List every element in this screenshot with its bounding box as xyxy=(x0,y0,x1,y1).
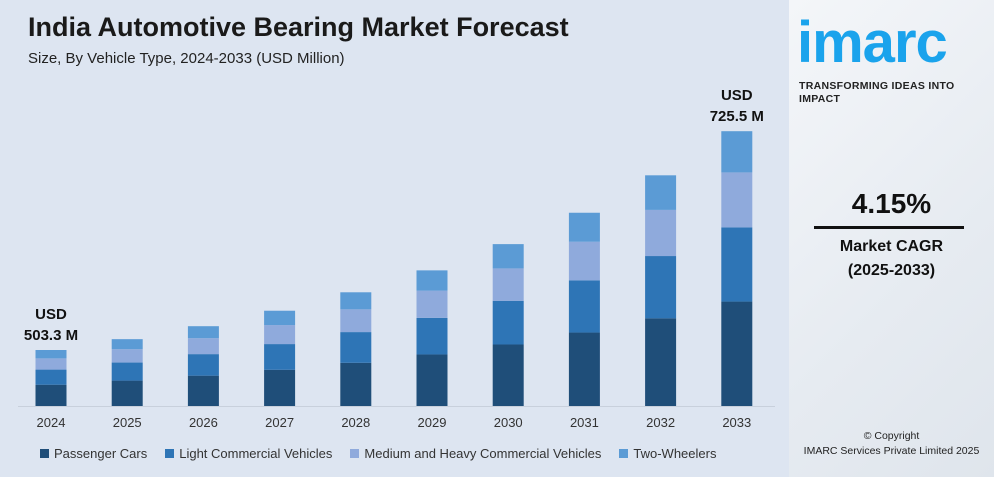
legend-item: Two-Wheelers xyxy=(619,446,716,461)
legend-label: Two-Wheelers xyxy=(633,446,717,461)
side-panel: imarc TRANSFORMING IDEAS INTO IMPACT 4.1… xyxy=(789,0,994,477)
cagr-period: (2025-2033) xyxy=(847,262,936,279)
total-label-line1: USD xyxy=(721,87,753,104)
x-tick-label: 2027 xyxy=(265,415,294,430)
bar-segment-2030-1 xyxy=(492,300,524,345)
x-tick-label: 2029 xyxy=(418,415,447,430)
bar-segment-2024-2 xyxy=(35,358,67,370)
bar-segment-2031-3 xyxy=(568,212,600,242)
bar-segment-2030-3 xyxy=(492,244,524,269)
x-tick-label: 2025 xyxy=(113,415,142,430)
bar-segment-2029-3 xyxy=(416,270,448,291)
legend-item: Medium and Heavy Commercial Vehicles xyxy=(350,446,601,461)
bar-segment-2029-2 xyxy=(416,290,448,318)
x-tick-label: 2033 xyxy=(722,415,751,430)
divider xyxy=(814,226,964,229)
bar-segment-2025-3 xyxy=(111,339,143,350)
bar-segment-2028-2 xyxy=(340,309,372,333)
bar-segment-2030-0 xyxy=(492,344,524,406)
bar-segment-2033-0 xyxy=(721,301,753,406)
x-tick-label: 2026 xyxy=(189,415,218,430)
bar-segment-2025-2 xyxy=(111,349,143,363)
chart-panel: India Automotive Bearing Market Forecast… xyxy=(0,0,789,477)
legend-item: Light Commercial Vehicles xyxy=(165,446,332,461)
bar-segment-2032-0 xyxy=(645,318,677,406)
bar-segment-2033-1 xyxy=(721,227,753,302)
bar-segment-2032-2 xyxy=(645,209,677,257)
legend-swatch xyxy=(619,449,629,458)
x-tick-label: 2031 xyxy=(570,415,599,430)
total-label-line2: 725.5 M xyxy=(710,108,764,125)
x-tick-label: 2024 xyxy=(37,415,66,430)
bar-segment-2026-1 xyxy=(187,354,219,376)
x-tick-label: 2030 xyxy=(494,415,523,430)
bar-segment-2032-3 xyxy=(645,175,677,210)
copyright: © Copyright xyxy=(863,430,920,442)
legend-swatch xyxy=(350,449,360,458)
total-label-line1: USD xyxy=(35,306,67,323)
imarc-logo: imarc xyxy=(797,10,948,75)
legend-label: Medium and Heavy Commercial Vehicles xyxy=(364,446,602,461)
legend-label: Passenger Cars xyxy=(54,446,148,461)
legend: Passenger Cars Light Commercial Vehicles M… xyxy=(40,446,734,461)
bar-segment-2028-1 xyxy=(340,332,372,363)
bar-segment-2025-1 xyxy=(111,362,143,381)
bar-segment-2031-2 xyxy=(568,241,600,281)
x-tick-label: 2028 xyxy=(341,415,370,430)
bar-segment-2030-2 xyxy=(492,268,524,301)
bar-segment-2028-3 xyxy=(340,292,372,310)
bar-segment-2027-0 xyxy=(264,369,296,406)
bar-segment-2031-1 xyxy=(568,280,600,333)
bar-segment-2033-2 xyxy=(721,172,753,228)
bar-segment-2029-0 xyxy=(416,354,448,406)
bar-segment-2026-2 xyxy=(187,338,219,355)
logo-tagline: TRANSFORMING IDEAS INTO IMPACT xyxy=(799,80,955,105)
bar-segment-2027-3 xyxy=(264,310,296,326)
total-label-line2: 503.3 M xyxy=(24,327,78,344)
bar-segment-2027-2 xyxy=(264,325,296,345)
bar-segment-2024-3 xyxy=(35,350,67,359)
bar-segment-2024-0 xyxy=(35,384,67,406)
bar-segment-2026-0 xyxy=(187,375,219,406)
x-tick-label: 2032 xyxy=(646,415,675,430)
legend-swatch xyxy=(165,449,175,458)
cagr-value: 4.15% xyxy=(851,188,932,219)
chart-title: India Automotive Bearing Market Forecast xyxy=(28,12,569,42)
bar-segment-2024-1 xyxy=(35,369,67,385)
bar-chart: 2024 USD 503.3 M 2025 2026 2027 2028 2029 2030 20… xyxy=(18,87,775,430)
bar-segment-2031-0 xyxy=(568,332,600,406)
cagr-label: Market CAGR xyxy=(839,238,944,255)
bar-segment-2026-3 xyxy=(187,326,219,339)
legend-item: Passenger Cars xyxy=(40,446,147,461)
bar-segment-2027-1 xyxy=(264,344,296,370)
chart-subtitle: Size, By Vehicle Type, 2024-2033 (USD Mi… xyxy=(28,50,345,67)
bar-segment-2028-0 xyxy=(340,362,372,406)
legend-swatch xyxy=(40,449,49,458)
company-name: IMARC Services Private Limited 2025 xyxy=(803,445,980,457)
bar-segment-2029-1 xyxy=(416,317,448,355)
bar-segment-2032-1 xyxy=(645,256,677,319)
bar-segment-2025-0 xyxy=(111,380,143,406)
legend-label: Light Commercial Vehicles xyxy=(179,446,333,461)
bar-segment-2033-3 xyxy=(721,131,753,173)
